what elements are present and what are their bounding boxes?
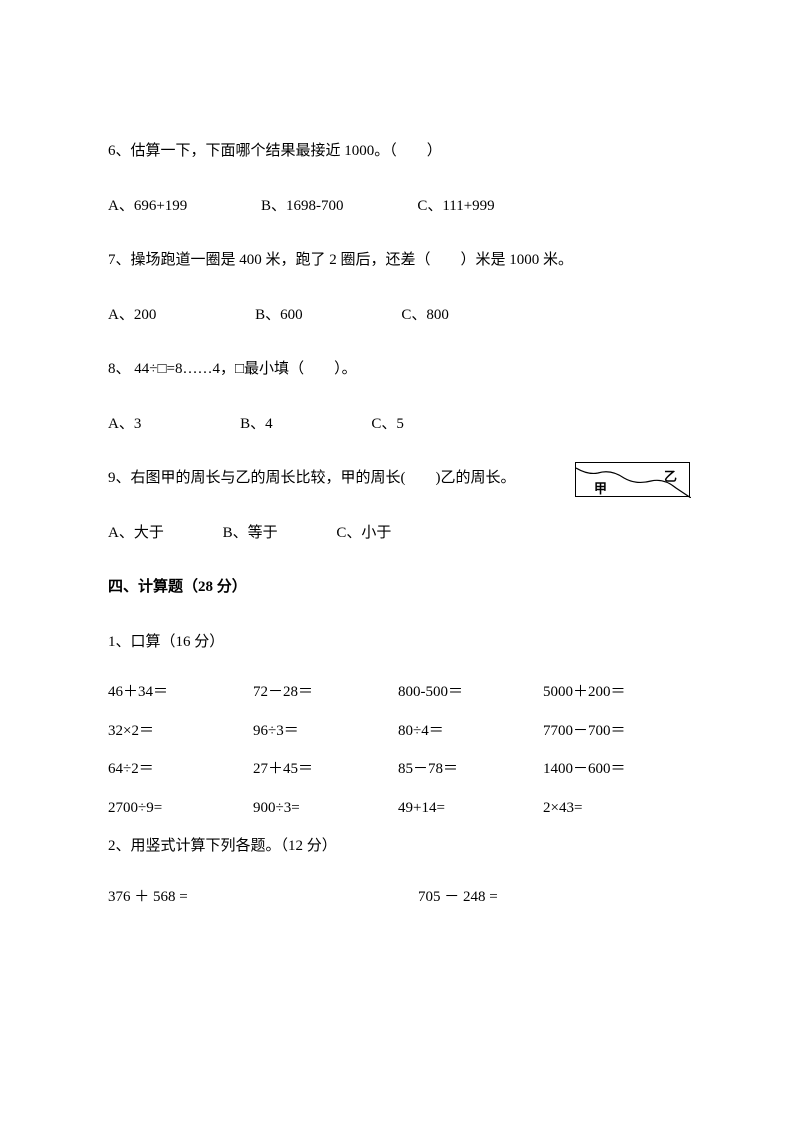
calc-row-4: 2700÷9= 900÷3= 49+14= 2×43= [108,797,685,820]
question-9: 9、右图甲的周长与乙的周长比较，甲的周长( )乙的周长。 甲 乙 [108,467,685,490]
question-8-text: 8、 44÷□=8……4，□最小填（ ）。 [108,361,357,377]
vertical-calc-row: 376 ＋ 568 = 705 － 248 = [108,886,685,909]
calc-r1c2: 72－28＝ [253,681,398,704]
calc-row-3: 64÷2＝ 27＋45＝ 85－78＝ 1400－600＝ [108,758,685,781]
q8-option-c: C、5 [371,413,404,436]
q7-option-b: B、600 [255,304,303,327]
label-jia: 甲 [594,479,607,499]
q9-diagram: 甲 乙 [575,462,690,497]
question-9-text: 9、右图甲的周长与乙的周长比较，甲的周长( )乙的周长。 [108,467,516,490]
calc-row-1: 46＋34＝ 72－28＝ 800-500＝ 5000＋200＝ [108,681,685,704]
calc-r4c3: 49+14= [398,797,543,820]
mental-calc-grid: 46＋34＝ 72－28＝ 800-500＝ 5000＋200＝ 32×2＝ 9… [108,681,685,819]
q7-option-a: A、200 [108,304,156,327]
question-7-text: 7、操场跑道一圈是 400 米，跑了 2 圈后，还差（ ）米是 1000 米。 [108,252,573,268]
calc-r4c1: 2700÷9= [108,797,253,820]
question-8-options: A、3 B、4 C、5 [108,413,685,436]
question-7-options: A、200 B、600 C、800 [108,304,685,327]
q9-option-c: C、小于 [336,522,391,545]
q8-option-a: A、3 [108,413,141,436]
q9-option-b: B、等于 [223,522,278,545]
q6-option-a: A、696+199 [108,195,187,218]
calc-r3c3: 85－78＝ [398,758,543,781]
subsection-1: 1、口算（16 分） [108,631,685,654]
calc-r1c4: 5000＋200＝ [543,681,626,704]
calc-r3c2: 27＋45＝ [253,758,398,781]
vertical-eq-2: 705 － 248 = [418,886,685,909]
subsection-2: 2、用竖式计算下列各题。（12 分） [108,835,685,858]
calc-row-2: 32×2＝ 96÷3＝ 80÷4＝ 7700－700＝ [108,720,685,743]
calc-r2c1: 32×2＝ [108,720,253,743]
calc-r1c3: 800-500＝ [398,681,543,704]
q8-option-b: B、4 [240,413,273,436]
question-9-options: A、大于 B、等于 C、小于 [108,522,685,545]
q6-option-b: B、1698-700 [261,195,344,218]
q6-option-c: C、111+999 [417,195,494,218]
section-4-title: 四、计算题（28 分） [108,576,685,599]
calc-r2c3: 80÷4＝ [398,720,543,743]
calc-r1c1: 46＋34＝ [108,681,253,704]
calc-r4c4: 2×43= [543,797,582,820]
calc-r4c2: 900÷3= [253,797,398,820]
calc-r2c2: 96÷3＝ [253,720,398,743]
q9-option-a: A、大于 [108,522,164,545]
question-6-text: 6、估算一下，下面哪个结果最接近 1000。（ ） [108,143,442,159]
calc-r3c4: 1400－600＝ [543,758,626,781]
calc-r2c4: 7700－700＝ [543,720,626,743]
question-6: 6、估算一下，下面哪个结果最接近 1000。（ ） [108,140,685,163]
question-8: 8、 44÷□=8……4，□最小填（ ）。 [108,358,685,381]
calc-r3c1: 64÷2＝ [108,758,253,781]
q7-option-c: C、800 [401,304,449,327]
label-yi: 乙 [664,467,677,487]
question-6-options: A、696+199 B、1698-700 C、111+999 [108,195,685,218]
vertical-eq-1: 376 ＋ 568 = [108,886,418,909]
question-7: 7、操场跑道一圈是 400 米，跑了 2 圈后，还差（ ）米是 1000 米。 [108,249,685,272]
